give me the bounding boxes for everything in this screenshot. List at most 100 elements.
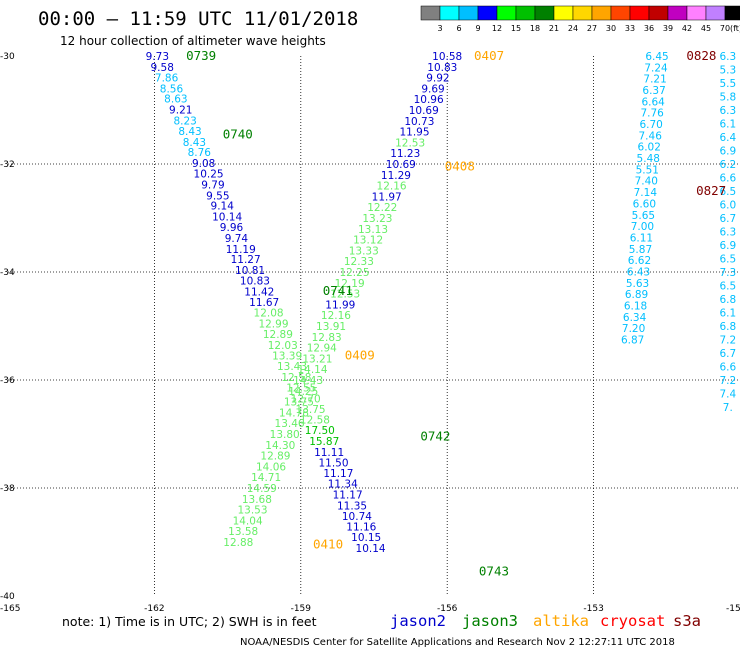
wave-height-value: 14.14 (297, 364, 327, 376)
wave-height-value: 6.7 (719, 348, 736, 360)
time-label: 0407 (474, 48, 504, 63)
wave-height-value: 12.53 (395, 137, 425, 149)
wave-height-value: 6.9 (719, 240, 736, 252)
wave-height-value: 6.6 (719, 362, 736, 374)
wave-height-value: 5.8 (719, 92, 736, 104)
colorbar-swatch (515, 5, 536, 21)
wave-height-value: 13.80 (270, 429, 300, 441)
wave-height-value: 9.69 (421, 83, 444, 95)
legend-s3a: s3a (673, 612, 701, 630)
wave-height-value: 9.58 (151, 62, 174, 74)
plot-area: -165 -162 -159 -156 -153 -150 -30 -32 -34 -36 -38… (0, 48, 740, 614)
time-label: 0408 (445, 159, 475, 174)
wave-height-value: 11.99 (325, 299, 355, 311)
wave-height-value: 6.45 (645, 51, 668, 63)
wave-height-value: 7.40 (635, 176, 658, 188)
wave-height-value: 10.73 (404, 116, 434, 128)
wave-height-value: 6.4 (719, 132, 736, 144)
wave-height-value: 6.3 (719, 51, 736, 63)
satellite-legend: jason2 jason3 altika cryosat s3a (390, 612, 701, 630)
wave-height-value: 9.79 (201, 180, 224, 192)
wave-height-value: 6.62 (628, 255, 651, 267)
wave-height-value: 12.88 (223, 537, 253, 549)
wave-height-value: 8.43 (183, 137, 206, 149)
colorbar-label: 45 (701, 24, 711, 33)
wave-height-value: 6.1 (719, 119, 736, 131)
wave-height-value: 9.14 (211, 201, 235, 213)
wave-height-value: 13.46 (275, 418, 305, 430)
wave-height-value: 11.11 (314, 447, 344, 459)
x-tick-label: -162 (144, 604, 164, 614)
colorbar-label: 3 (437, 24, 442, 33)
wave-height-value: 10.15 (351, 532, 381, 544)
x-tick-label: -156 (437, 604, 458, 614)
wave-height-value: 13.23 (362, 213, 392, 225)
wave-height-value: 11.29 (381, 170, 411, 182)
wave-height-value: 13.43 (277, 361, 307, 373)
wave-height-value: 8.43 (178, 126, 201, 138)
chart-title: 00:00 – 11:59 UTC 11/01/2018 (38, 8, 358, 30)
series-jason2: 10.5810.839.929.6910.9610.6910.7311.9512… (223, 51, 462, 549)
data-points: 9.739.587.868.568.639.218.238.438.438.76… (146, 51, 737, 555)
wave-height-value: 13.21 (302, 353, 332, 365)
wave-height-value: 12.55 (286, 383, 316, 395)
wave-height-value: 12.16 (377, 181, 407, 193)
wave-height-value: 12.99 (258, 318, 288, 330)
wave-height-value: 12.22 (367, 202, 397, 214)
wave-height-value: 13.75 (284, 397, 314, 409)
legend-jason2: jason2 (390, 612, 446, 630)
wave-height-value: 12.19 (335, 278, 365, 290)
wave-height-value: 6.18 (624, 300, 647, 312)
wave-height-value: 5.87 (629, 244, 652, 256)
time-label: 0409 (345, 348, 375, 363)
chart-subtitle: 12 hour collection of altimeter wave hei… (60, 34, 326, 48)
wave-height-value: 6.64 (641, 96, 665, 108)
colorbar-label: 42 (682, 24, 692, 33)
wave-height-value: 17.50 (305, 425, 335, 437)
wave-height-value: 12.94 (307, 343, 337, 355)
wave-height-value: 6.34 (623, 312, 647, 324)
wave-height-value: 7.00 (631, 221, 654, 233)
y-axis-ticks: -30 -32 -34 -36 -38 -40 (0, 52, 15, 602)
wave-height-value: 13.33 (349, 245, 379, 257)
colorbar-swatch (458, 5, 479, 21)
colorbar-swatch (534, 5, 555, 21)
colorbar-swatch (610, 5, 631, 21)
colorbar-label: 18 (530, 24, 540, 33)
wave-height-value: 9.92 (426, 73, 449, 85)
time-label: 0827 (696, 183, 726, 198)
wave-height-value: 10.69 (386, 159, 416, 171)
wave-height-value: 14.30 (265, 440, 295, 452)
wave-height-value: 12.16 (321, 310, 351, 322)
wave-height-value: 12.03 (268, 340, 298, 352)
wave-height-value: 5.65 (632, 210, 655, 222)
wave-height-value: 8.63 (164, 94, 187, 106)
wave-height-value: 8.23 (173, 115, 196, 127)
wave-height-value: 11.23 (390, 148, 420, 160)
wave-height-value: 8.76 (188, 147, 212, 159)
colorbar-swatch (648, 5, 669, 21)
legend-jason3: jason3 (462, 612, 518, 630)
wave-height-value: 12.08 (254, 308, 284, 320)
wave-height-value: 8.56 (160, 83, 184, 95)
colorbar-swatch (686, 5, 707, 21)
wave-height-value: 13.91 (316, 321, 346, 333)
colorbar-swatch (724, 5, 740, 21)
wave-height-value: 7.76 (640, 108, 664, 120)
wave-height-value: 7.2 (719, 375, 736, 387)
wave-height-value: 10.14 (356, 543, 386, 555)
x-tick-label: -153 (583, 604, 603, 614)
wave-height-value: 6.6 (719, 173, 736, 185)
y-tick-label: -36 (0, 376, 15, 386)
time-label: 0741 (323, 283, 353, 298)
colorbar-label: 36 (644, 24, 654, 33)
wave-height-value: 6.3 (719, 227, 736, 239)
wave-height-value: 11.35 (337, 500, 367, 512)
wave-height-value: 12.58 (281, 372, 311, 384)
wave-height-value: 11.16 (346, 521, 376, 533)
wave-height-value: 7.24 (644, 62, 668, 74)
wave-height-value: 9.73 (146, 51, 169, 63)
wave-height-value: 7. (723, 402, 733, 414)
wave-height-value: 12.70 (291, 393, 321, 405)
